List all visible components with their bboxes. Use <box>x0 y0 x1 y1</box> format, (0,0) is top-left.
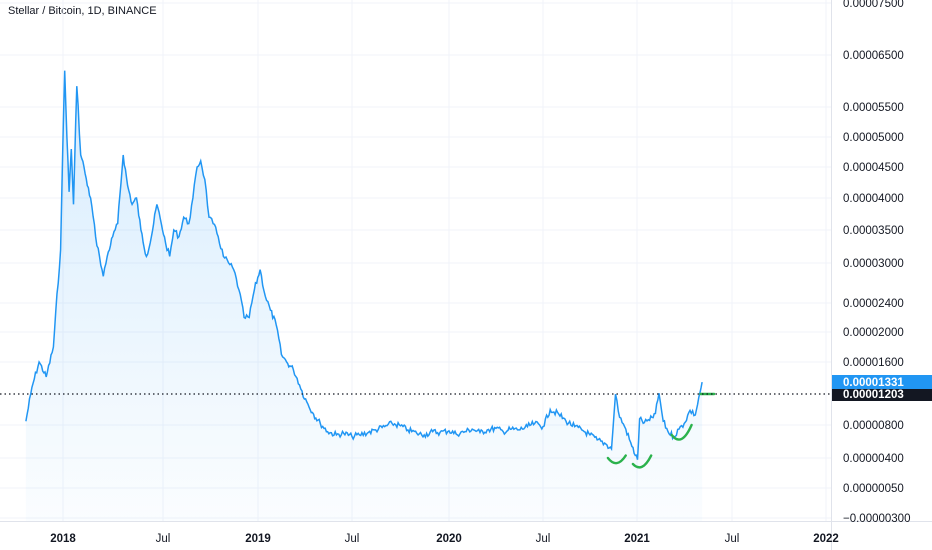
y-tick-label: 0.00004500 <box>843 162 904 174</box>
y-tick-label: 0.00006500 <box>843 50 904 62</box>
x-tick-label: Jul <box>345 533 360 545</box>
y-tick-label: 0.00003500 <box>843 225 904 237</box>
x-tick-label: 2020 <box>436 533 462 545</box>
price-axis[interactable]: 0.00007500 0.00006500 0.00005500 0.00005000… <box>843 0 910 525</box>
y-tick-label: 0.00005500 <box>843 102 904 114</box>
y-tick-label: 0.00002000 <box>843 327 904 339</box>
current-price-label: 0.00001331 <box>843 377 904 389</box>
annotation-curve <box>670 423 693 441</box>
y-tick-label: 0.00004000 <box>843 193 904 205</box>
current-price-label-bg <box>832 375 932 389</box>
y-tick-label: 0.00005000 <box>843 132 904 144</box>
y-tick-label: 0.00000800 <box>843 420 904 432</box>
x-tick-label: Jul <box>725 533 740 545</box>
y-tick-label: 0.00000400 <box>843 453 904 465</box>
y-tick-label: 0.00000050 <box>843 483 904 495</box>
y-tick-label: 0.00007500 <box>843 0 904 10</box>
y-tick-label: 0.00003000 <box>843 258 904 270</box>
annotation-curve <box>606 454 627 465</box>
time-axis[interactable]: 2018 Jul 2019 Jul 2020 Jul 2021 Jul 2022 <box>50 533 839 545</box>
y-tick-label: 0.00001600 <box>843 357 904 369</box>
chart-title: Stellar / Bitcoin, 1D, BINANCE <box>8 5 157 17</box>
y-tick-label: −0.00000300 <box>843 513 910 525</box>
x-tick-label: 2022 <box>813 533 839 545</box>
y-tick-label: 0.00002400 <box>843 298 904 310</box>
x-tick-label: 2019 <box>245 533 271 545</box>
series-area <box>25 70 703 521</box>
x-tick-label: 2021 <box>624 533 650 545</box>
series-line <box>25 70 703 460</box>
x-tick-label: Jul <box>536 533 551 545</box>
annotation-curve <box>631 454 653 469</box>
reference-price-label-bg <box>832 387 932 401</box>
x-tick-label: 2018 <box>50 533 76 545</box>
x-tick-label: Jul <box>156 533 171 545</box>
reference-price-label: 0.00001203 <box>843 389 904 401</box>
